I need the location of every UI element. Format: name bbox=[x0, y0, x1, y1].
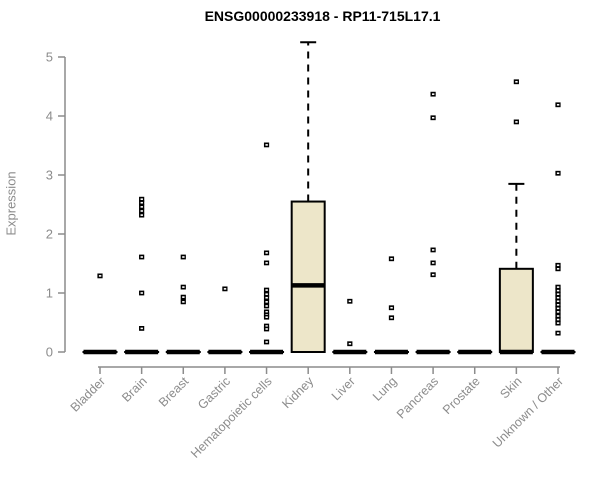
x-tick-label: Brain bbox=[119, 374, 150, 405]
box bbox=[290, 200, 326, 353]
box bbox=[498, 267, 534, 353]
y-tick-label: 3 bbox=[46, 168, 53, 183]
outlier-point-center bbox=[140, 201, 143, 204]
chart-title: ENSG00000233918 - RP11-715L17.1 bbox=[204, 8, 441, 24]
outlier-point-center bbox=[431, 93, 435, 95]
outlier-point-center bbox=[431, 249, 435, 251]
outlier-point-center bbox=[140, 210, 143, 212]
outlier-point-center bbox=[265, 289, 268, 291]
outlier-point-center bbox=[265, 341, 268, 343]
x-tick-label: Liver bbox=[329, 374, 358, 403]
boxplot-group bbox=[498, 79, 534, 355]
boxplot-group bbox=[415, 91, 451, 355]
outlier-point-center bbox=[140, 292, 143, 294]
outlier-point-center bbox=[431, 273, 435, 276]
boxplot-group bbox=[540, 102, 576, 355]
outlier-point-center bbox=[556, 293, 560, 295]
y-tick-label: 4 bbox=[46, 109, 53, 124]
boxplot-group bbox=[165, 254, 201, 355]
y-tick-label: 5 bbox=[46, 50, 53, 65]
outlier-point-center bbox=[556, 296, 560, 299]
outlier-point-center bbox=[556, 103, 560, 106]
outlier-point-center bbox=[140, 206, 143, 208]
x-tick-label: Prostate bbox=[440, 374, 483, 417]
y-axis: 0 1 2 3 4 5 bbox=[46, 50, 66, 360]
outlier-point-center bbox=[556, 172, 560, 175]
boxplot-group bbox=[373, 256, 409, 355]
outlier-point-center bbox=[556, 286, 560, 288]
outlier-point-center bbox=[515, 80, 518, 83]
boxplot-group bbox=[82, 273, 118, 355]
outlier-point-center bbox=[556, 300, 560, 303]
x-tick-label: Skin bbox=[497, 374, 524, 401]
outlier-point-center bbox=[348, 342, 352, 345]
outlier-point-center bbox=[265, 293, 268, 295]
outlier-point-center bbox=[140, 198, 143, 200]
y-tick-label: 0 bbox=[46, 345, 53, 360]
y-tick-label: 1 bbox=[46, 286, 53, 301]
boxplot-group bbox=[332, 298, 368, 355]
outlier-point-center bbox=[556, 318, 560, 321]
outlier-point-center bbox=[265, 252, 268, 254]
outlier-point-center bbox=[265, 325, 268, 327]
x-tick-label: Lung bbox=[370, 374, 400, 404]
boxplot-group bbox=[290, 41, 326, 353]
outlier-point-center bbox=[182, 256, 185, 258]
outlier-point-center bbox=[390, 316, 393, 319]
outlier-point-center bbox=[265, 262, 268, 264]
boxplot-group bbox=[124, 196, 160, 355]
outlier-point-center bbox=[265, 311, 268, 313]
outlier-point-center bbox=[140, 256, 143, 258]
outlier-point-center bbox=[265, 301, 268, 303]
outlier-point-center bbox=[390, 306, 393, 309]
boxplot-group bbox=[207, 286, 243, 355]
outlier-point-center bbox=[265, 296, 268, 299]
outlier-point-center bbox=[348, 300, 352, 303]
x-tick-label: Breast bbox=[156, 374, 192, 410]
outlier-point-center bbox=[390, 257, 393, 260]
x-tick-label: Pancreas bbox=[394, 374, 441, 421]
outlier-point-center bbox=[556, 268, 560, 270]
outlier-point-center bbox=[140, 214, 143, 216]
x-tick-label: Gastric bbox=[195, 374, 233, 412]
outlier-point-center bbox=[265, 144, 268, 146]
outlier-point-center bbox=[556, 307, 560, 310]
x-tick-label: Kidney bbox=[279, 374, 316, 411]
outlier-point-center bbox=[182, 286, 185, 288]
outlier-point-center bbox=[265, 316, 268, 318]
outlier-point-center bbox=[140, 327, 143, 330]
outlier-point-center bbox=[556, 322, 560, 324]
outlier-point-center bbox=[556, 311, 560, 313]
outlier-point-center bbox=[556, 332, 560, 334]
outlier-point-center bbox=[556, 289, 560, 292]
y-tick-label: 2 bbox=[46, 227, 53, 242]
x-tick-label: Bladder bbox=[68, 374, 108, 414]
outlier-point-center bbox=[182, 301, 185, 303]
outlier-point-center bbox=[431, 116, 435, 119]
boxplot-group bbox=[249, 142, 285, 355]
x-tick-label: Unknown / Other bbox=[490, 374, 566, 450]
outlier-point-center bbox=[223, 288, 227, 290]
outlier-point-center bbox=[265, 305, 268, 307]
outlier-point-center bbox=[182, 296, 185, 298]
outlier-point-center bbox=[515, 121, 518, 123]
outlier-point-center bbox=[98, 275, 102, 277]
outlier-point-center bbox=[556, 315, 560, 317]
x-tick-label: Hematopoietic cells bbox=[188, 374, 275, 461]
outlier-point-center bbox=[431, 262, 435, 264]
outlier-point-center bbox=[265, 328, 268, 330]
outlier-point-center bbox=[556, 304, 560, 306]
outlier-point-center bbox=[556, 264, 560, 267]
